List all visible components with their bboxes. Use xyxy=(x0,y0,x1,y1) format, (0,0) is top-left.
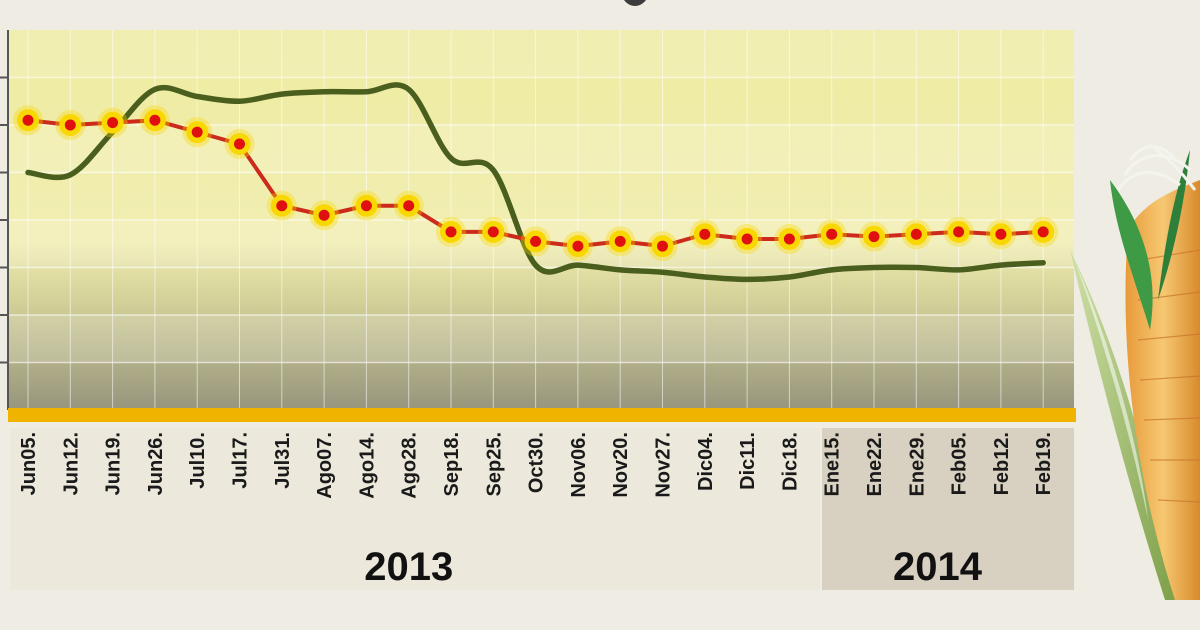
series-point-core xyxy=(149,114,161,126)
x-tick-label: Dic18. xyxy=(779,432,801,491)
series-point-core xyxy=(445,226,457,238)
x-tick-label: Sep18. xyxy=(441,432,463,496)
x-tick-label: Nov20. xyxy=(610,432,632,498)
year-label: 2014 xyxy=(893,545,983,589)
x-tick-label: Ene15. xyxy=(822,432,844,496)
x-tick-label: Ene29. xyxy=(906,432,928,496)
series-point-core xyxy=(995,228,1007,240)
series-line-green xyxy=(25,82,1046,283)
x-tick-label: Feb05. xyxy=(949,432,971,495)
series-point-core xyxy=(360,200,372,212)
series-point-core xyxy=(276,200,288,212)
x-tick-label: Feb12. xyxy=(991,432,1013,495)
x-axis-bar xyxy=(8,408,1076,422)
x-tick-label: Jun05. xyxy=(18,432,40,495)
labels-panel-2014 xyxy=(822,428,1074,590)
x-tick-label: Feb19. xyxy=(1033,432,1055,495)
series-point-core xyxy=(403,200,415,212)
x-tick-label: Jun19. xyxy=(103,432,125,495)
x-tick-label: Jun12. xyxy=(60,432,82,495)
series-point-core xyxy=(572,240,584,252)
series-point-core xyxy=(234,138,245,150)
x-tick-label: Ago28. xyxy=(399,432,421,499)
header-glyph xyxy=(624,0,646,6)
x-tick-label: Sep25. xyxy=(483,432,505,496)
series-point-core xyxy=(783,233,795,245)
series-point-core xyxy=(953,226,965,238)
x-tick-label: Nov06. xyxy=(568,432,590,498)
series-point-core xyxy=(318,209,330,221)
series-point-core xyxy=(826,228,838,240)
x-tick-label: Nov27. xyxy=(653,432,675,498)
x-tick-label: Jul10. xyxy=(187,432,209,489)
series-point-core xyxy=(699,228,711,240)
x-tick-label: Jun26. xyxy=(145,432,167,495)
grid-band xyxy=(8,30,1074,78)
series-point-core xyxy=(741,233,753,245)
series-point-core xyxy=(530,235,542,247)
x-tick-label: Oct30. xyxy=(526,432,548,493)
series-point-core xyxy=(22,114,34,126)
series-point-core xyxy=(910,228,922,240)
x-tick-label: Jul17. xyxy=(230,432,252,489)
corn-illustration xyxy=(1070,143,1200,600)
x-tick-label: Dic11. xyxy=(737,432,759,490)
series-point-core xyxy=(614,235,626,247)
x-tick-label: Dic04. xyxy=(695,432,717,491)
year-label: 2013 xyxy=(364,545,453,589)
grid-band xyxy=(8,125,1074,173)
series-point-core xyxy=(64,119,76,131)
labels-panel-2013 xyxy=(10,428,820,590)
x-tick-label: Ene22. xyxy=(864,432,886,496)
series-point-core xyxy=(487,226,499,238)
x-tick-label: Jul31. xyxy=(272,432,294,489)
grid-band xyxy=(8,315,1074,363)
series-point-core xyxy=(1037,226,1049,238)
x-tick-label: Ago14. xyxy=(356,432,378,499)
series-point-core xyxy=(657,240,668,252)
series-point-core xyxy=(868,231,880,243)
series-point-core xyxy=(191,126,203,138)
x-tick-label: Ago07. xyxy=(314,432,336,499)
series-point-core xyxy=(107,117,119,129)
